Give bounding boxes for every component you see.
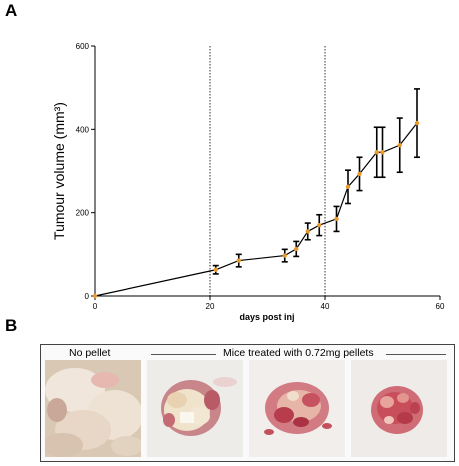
data-point — [414, 120, 420, 126]
panel-label-a: A — [5, 1, 18, 20]
data-point — [294, 246, 299, 252]
header-rule-left — [151, 354, 216, 355]
data-point — [345, 184, 351, 190]
x-axis-label: days post inj — [239, 312, 294, 322]
data-point — [374, 150, 379, 155]
y-tick-label: 600 — [76, 42, 90, 51]
data-point — [397, 142, 402, 148]
series-line — [94, 122, 418, 297]
data-point — [282, 253, 287, 258]
data-point — [92, 293, 98, 299]
data-point — [357, 171, 362, 177]
header-rule-right — [386, 354, 446, 355]
photo-treated-2 — [249, 360, 345, 457]
y-tick-label: 200 — [76, 209, 90, 218]
chart-axes: 0 200 400 600 0 20 40 60 — [76, 42, 445, 311]
x-tick-label: 0 — [93, 302, 98, 311]
y-tick-label: 400 — [76, 125, 90, 134]
data-point — [334, 216, 339, 222]
y-axis-label: Tumour volume (mm³) — [51, 102, 67, 240]
photo-treated-3 — [351, 360, 447, 457]
tumour-photo-panel: No pellet Mice treated with 0.72mg pelle… — [40, 344, 455, 462]
treated-label: Mice treated with 0.72mg pellets — [223, 347, 374, 359]
y-tick-label: 0 — [85, 292, 90, 301]
reference-lines — [209, 46, 326, 296]
photo-treated-1 — [147, 360, 243, 457]
data-point — [213, 267, 218, 272]
no-pellet-label: No pellet — [69, 347, 111, 359]
x-tick-label: 60 — [436, 302, 445, 311]
x-tick-label: 40 — [321, 302, 330, 311]
data-point — [317, 222, 322, 228]
photo-no-pellet — [45, 360, 141, 457]
x-tick-label: 20 — [206, 302, 215, 311]
data-point — [380, 150, 385, 155]
panel-label-b: B — [5, 316, 18, 335]
data-point — [305, 229, 310, 234]
data-point — [236, 258, 241, 263]
tumour-volume-chart: 0 200 400 600 0 20 40 60 days post inj Tumour v… — [51, 42, 445, 322]
tumour-volume-series — [92, 88, 420, 299]
